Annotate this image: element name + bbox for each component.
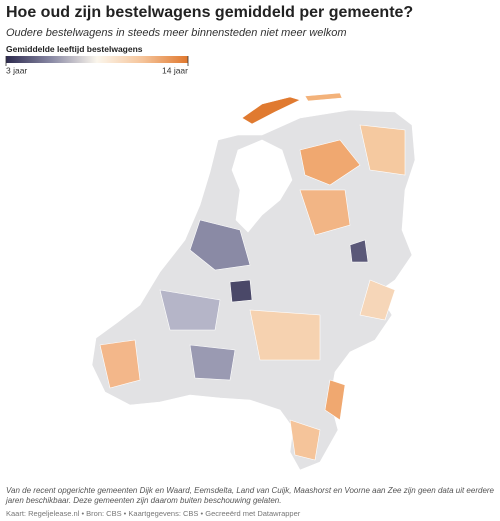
region [349, 239, 369, 263]
legend-tick-label: 3 jaar [6, 65, 27, 75]
island [241, 96, 301, 125]
title: Hoe oud zijn bestelwagens gemiddeld per … [6, 4, 414, 21]
legend-tick-label: 14 jaar [162, 65, 188, 75]
legend-title: Gemiddelde leeftijd bestelwagens [6, 44, 143, 54]
subtitle: Oudere bestelwagens in steeds meer binne… [6, 27, 347, 39]
footer: Kaart: Regeljelease.nl • Bron: CBS • Kaa… [6, 509, 301, 518]
region [299, 139, 361, 186]
region [99, 339, 141, 389]
region [359, 279, 396, 321]
region [289, 419, 321, 461]
region [299, 189, 351, 236]
region [249, 309, 321, 361]
island [304, 92, 343, 102]
lake [231, 139, 293, 233]
region [229, 279, 253, 303]
region [189, 219, 251, 271]
region [324, 379, 346, 421]
map [91, 92, 416, 471]
region [189, 344, 236, 381]
region [159, 289, 221, 331]
note: Van de recent opgerichte gemeenten Dijk … [6, 486, 494, 505]
legend-scale [6, 56, 188, 63]
region [359, 124, 406, 176]
